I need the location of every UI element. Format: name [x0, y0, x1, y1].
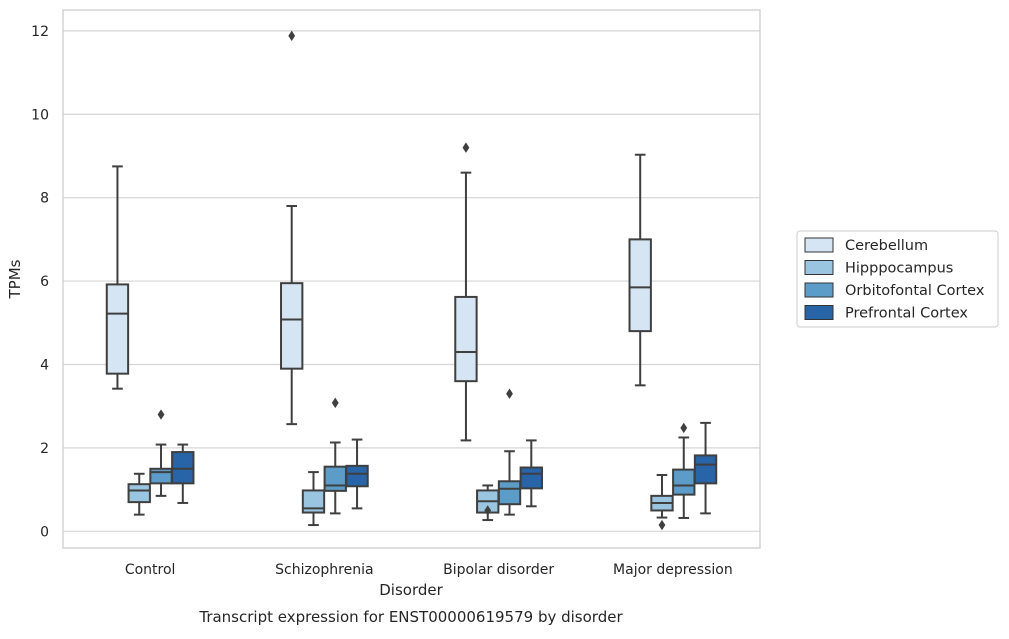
legend-frame	[796, 230, 999, 328]
box	[127, 483, 151, 504]
box	[301, 489, 326, 514]
box-plot-item	[693, 421, 718, 515]
legend-swatch	[804, 305, 834, 320]
box-plot-item	[650, 474, 674, 531]
legend-label: Orbitofontal Cortex	[845, 283, 985, 299]
plot-area-frame	[62, 9, 761, 549]
box	[628, 238, 652, 333]
legend: Cerebellum Hipppocampus Orbitofontal Corte…	[796, 230, 999, 328]
outlier-point	[331, 397, 339, 409]
box-plot-item	[105, 165, 130, 390]
outlier-point	[288, 30, 296, 42]
box-plot-item	[345, 438, 369, 510]
y-tick-label: 12	[31, 24, 49, 40]
legend-label: Cerebellum	[845, 238, 928, 254]
legend-swatch	[804, 282, 834, 298]
box	[280, 282, 304, 370]
box-plot-item	[301, 471, 326, 527]
x-tick-label: Major depression	[613, 562, 733, 578]
box	[105, 283, 130, 375]
legend-swatch	[804, 260, 834, 275]
y-tick-label: 6	[40, 274, 49, 290]
box-plot-item	[149, 409, 173, 497]
box-plot-item	[280, 30, 304, 426]
y-axis-ticks: 0 2 4 6 8 10 12	[31, 24, 49, 540]
chart-caption: Transcript expression for ENST0000061957…	[198, 608, 623, 626]
outlier-point	[506, 388, 513, 399]
box-plot-item	[171, 443, 195, 504]
series-hipppocampus	[127, 471, 674, 531]
y-tick-label: 8	[40, 191, 49, 207]
box	[454, 295, 478, 383]
box-series	[105, 30, 718, 531]
x-axis-ticks: Control Schizophrenia Bipolar disorder Majo…	[125, 562, 733, 578]
box	[519, 466, 543, 490]
x-tick-label: Schizophrenia	[275, 562, 373, 578]
y-tick-label: 10	[31, 107, 49, 123]
legend-label: Hipppocampus	[845, 261, 953, 277]
outlier-point	[157, 409, 165, 420]
series-prefrontal-cortex	[171, 421, 718, 515]
box-plot-item	[519, 439, 543, 508]
outlier-point	[658, 519, 666, 531]
grid-lines	[63, 30, 760, 532]
outlier-point	[484, 505, 492, 516]
y-tick-label: 2	[40, 441, 49, 457]
y-tick-label: 4	[40, 357, 49, 373]
legend-label: Prefrontal Cortex	[845, 306, 968, 322]
legend-swatch	[804, 237, 834, 253]
y-axis-title: TPMs	[6, 259, 24, 299]
box	[171, 451, 195, 485]
box-plot-item	[454, 142, 478, 442]
box	[323, 465, 347, 492]
outlier-point	[680, 422, 688, 434]
y-tick-label: 0	[40, 524, 49, 540]
box	[672, 468, 696, 496]
x-axis-title: Disorder	[379, 581, 443, 599]
box	[149, 467, 173, 485]
box	[345, 464, 369, 488]
box-plot-item	[127, 472, 151, 516]
x-tick-label: Bipolar disorder	[443, 562, 554, 578]
box	[497, 480, 522, 506]
box-plot-item	[497, 388, 522, 516]
box	[693, 454, 718, 485]
x-tick-label: Control	[125, 562, 176, 578]
box-plot-item	[323, 397, 347, 515]
series-cerebellum	[105, 30, 652, 442]
box-plot-item	[628, 153, 652, 387]
outlier-point	[462, 142, 470, 153]
